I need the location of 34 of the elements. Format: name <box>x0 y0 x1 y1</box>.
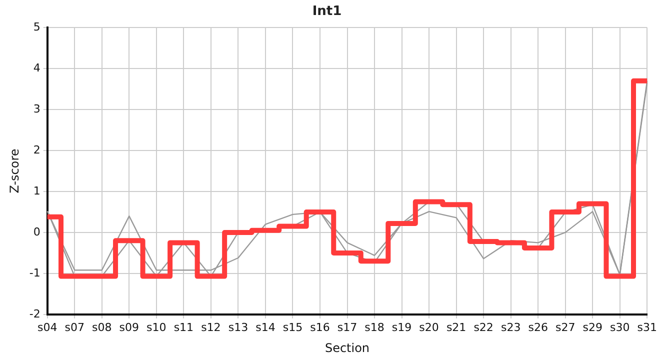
x-tick-label: s30 <box>610 320 630 334</box>
x-tick-label: s29 <box>582 320 602 334</box>
x-tick-label: s15 <box>282 320 303 334</box>
y-axis-title: Z-score <box>7 148 22 194</box>
x-axis-title: Section <box>324 340 370 355</box>
x-tick-label: s18 <box>364 320 384 334</box>
x-tick-label: s04 <box>38 320 58 334</box>
y-tick-label: 5 <box>33 20 40 34</box>
y-tick-label: 4 <box>33 61 40 74</box>
x-tick-label: s22 <box>474 320 494 334</box>
y-tick-label: 3 <box>33 102 40 116</box>
x-tick-label: s13 <box>228 320 248 334</box>
y-tick-label: 1 <box>33 184 40 198</box>
x-tick-label: s07 <box>64 320 84 334</box>
x-tick-label: s21 <box>446 320 466 334</box>
chart-title: Int1 <box>312 4 342 20</box>
x-tick-label: s10 <box>146 320 166 334</box>
x-tick-label: s17 <box>337 320 358 334</box>
x-tick-label: s23 <box>500 320 521 334</box>
x-tick-label: s26 <box>528 320 548 334</box>
y-tick-label: -1 <box>29 266 40 280</box>
x-tick-label: s09 <box>119 320 140 334</box>
x-tick-label: s20 <box>419 320 439 334</box>
x-tick-label: s27 <box>555 320 576 334</box>
x-tick-label: s14 <box>256 320 276 334</box>
y-tick-label: 0 <box>33 225 40 238</box>
x-tick-label: s16 <box>310 320 330 334</box>
x-tick-label: s19 <box>392 320 412 334</box>
x-tick-label: s31 <box>637 320 658 334</box>
y-tick-label: -2 <box>29 307 40 320</box>
x-tick-label: s11 <box>174 320 194 334</box>
x-tick-label: s12 <box>201 320 221 334</box>
y-tick-label: 2 <box>33 143 40 156</box>
x-tick-label: s08 <box>92 320 112 334</box>
